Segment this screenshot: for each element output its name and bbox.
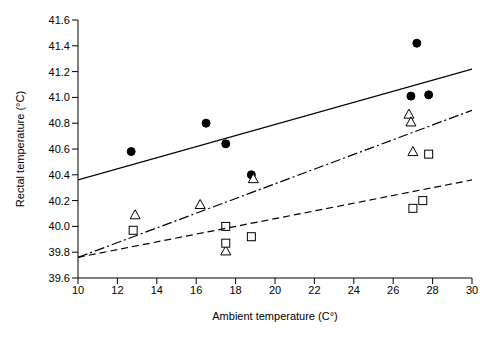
svg-text:22: 22 [308,284,320,296]
svg-text:39.8: 39.8 [49,246,70,258]
svg-text:40.2: 40.2 [49,195,70,207]
svg-text:28: 28 [426,284,438,296]
svg-text:16: 16 [190,284,202,296]
svg-text:26: 26 [387,284,399,296]
svg-text:41.2: 41.2 [49,66,70,78]
svg-text:14: 14 [151,284,163,296]
svg-text:41.4: 41.4 [49,40,70,52]
svg-text:39.6: 39.6 [49,272,70,284]
svg-text:Rectal temperature (°C): Rectal temperature (°C) [14,91,26,207]
svg-text:24: 24 [348,284,360,296]
svg-text:40.0: 40.0 [49,220,70,232]
svg-text:10: 10 [72,284,84,296]
svg-text:18: 18 [229,284,241,296]
svg-text:40.4: 40.4 [49,169,70,181]
svg-text:30: 30 [466,284,478,296]
svg-text:40.8: 40.8 [49,117,70,129]
svg-text:41.6: 41.6 [49,14,70,26]
svg-text:Ambient temperature (C°): Ambient temperature (C°) [212,310,337,322]
svg-text:41.0: 41.0 [49,91,70,103]
svg-text:40.6: 40.6 [49,143,70,155]
svg-text:20: 20 [269,284,281,296]
svg-text:12: 12 [111,284,123,296]
